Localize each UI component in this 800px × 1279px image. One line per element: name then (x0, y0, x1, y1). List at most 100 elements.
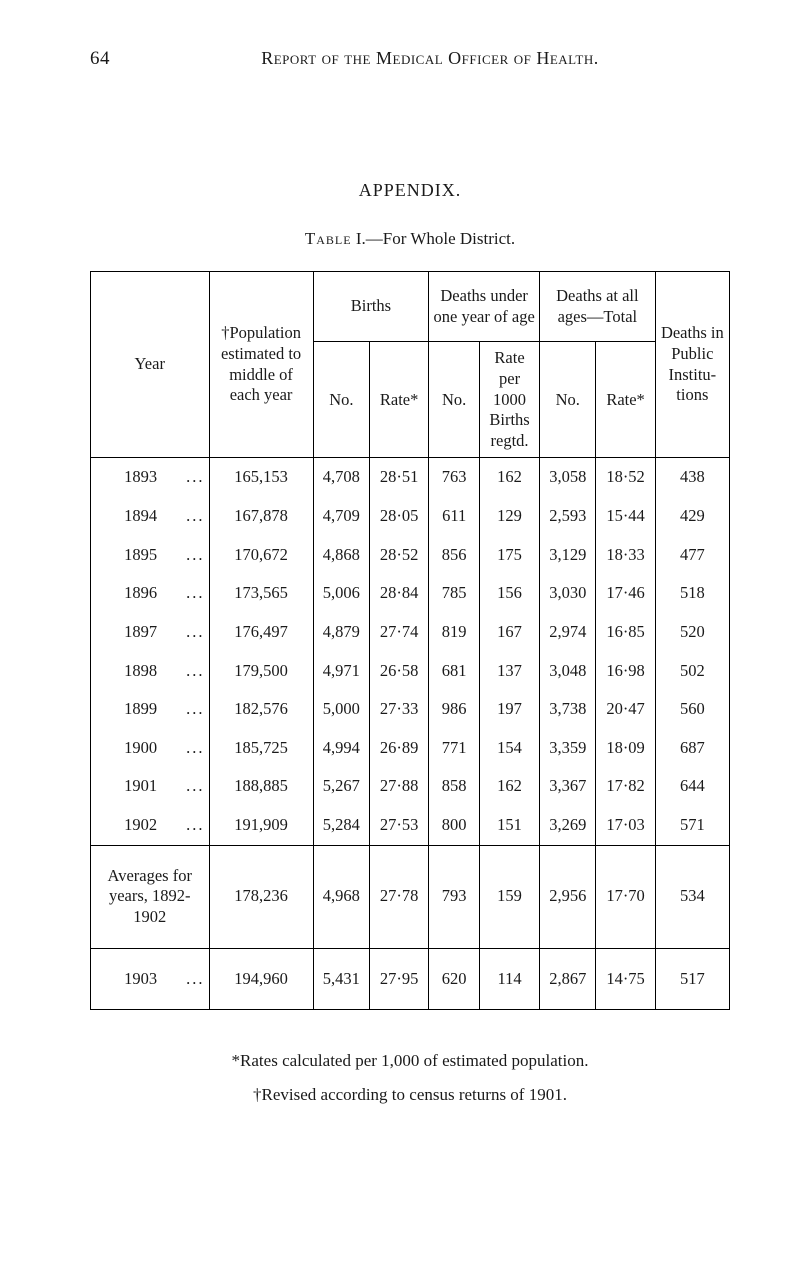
avg-b-no: 4,968 (313, 845, 369, 948)
du-no-cell: 611 (429, 497, 480, 536)
births-rate-cell: 27·53 (370, 806, 429, 845)
pop-cell: 179,500 (209, 652, 313, 691)
avg-du-rate: 159 (480, 845, 540, 948)
da-no-cell: 2,974 (540, 613, 596, 652)
births-no-cell: 4,868 (313, 536, 369, 575)
r1903-da-no: 2,867 (540, 948, 596, 1010)
du-no-cell: 800 (429, 806, 480, 845)
table-row: 1902...191,9095,28427·538001513,26917·03… (91, 806, 730, 845)
year-cell: 1902... (91, 806, 210, 845)
table-row: 1898...179,5004,97126·586811373,04816·98… (91, 652, 730, 691)
du-rate-cell: 129 (480, 497, 540, 536)
du-rate-cell: 162 (480, 767, 540, 806)
r1903-da-rate: 14·75 (596, 948, 655, 1010)
du-no-cell: 785 (429, 574, 480, 613)
averages-row: Averages for years, 1892-1902 178,236 4,… (91, 845, 730, 948)
births-no-cell: 5,006 (313, 574, 369, 613)
hdr-births-rate: Rate* (370, 342, 429, 458)
inst-cell: 520 (655, 613, 729, 652)
births-no-cell: 4,971 (313, 652, 369, 691)
inst-cell: 477 (655, 536, 729, 575)
da-rate-cell: 16·98 (596, 652, 655, 691)
pop-cell: 170,672 (209, 536, 313, 575)
year-cell: 1894... (91, 497, 210, 536)
births-rate-cell: 28·84 (370, 574, 429, 613)
table-row: 1897...176,4974,87927·748191672,97416·85… (91, 613, 730, 652)
year-cell: 1897... (91, 613, 210, 652)
hdr-deaths-inst: Deaths in Public Institu­tions (655, 272, 729, 458)
table-row: 1900...185,7254,99426·897711543,35918·09… (91, 729, 730, 768)
inst-cell: 571 (655, 806, 729, 845)
hdr-population: †Population estimated to middle of each … (209, 272, 313, 458)
da-rate-cell: 15·44 (596, 497, 655, 536)
births-rate-cell: 28·05 (370, 497, 429, 536)
births-no-cell: 4,994 (313, 729, 369, 768)
footnotes: *Rates calculated per 1,000 of estimated… (90, 1044, 730, 1112)
r1903-pop: 194,960 (209, 948, 313, 1010)
hdr-da-no: No. (540, 342, 596, 458)
dots-icon: ... (186, 545, 204, 566)
births-no-cell: 4,708 (313, 458, 369, 497)
year-cell: 1895... (91, 536, 210, 575)
dots-icon: ... (186, 738, 204, 759)
pop-cell: 176,497 (209, 613, 313, 652)
dots-icon: ... (186, 776, 204, 797)
da-rate-cell: 16·85 (596, 613, 655, 652)
dots-icon: ... (186, 699, 204, 720)
table-title-sc: Table (305, 229, 352, 248)
table-row: 1895...170,6724,86828·528561753,12918·33… (91, 536, 730, 575)
inst-cell: 502 (655, 652, 729, 691)
da-rate-cell: 18·33 (596, 536, 655, 575)
year-value: 1894 (124, 506, 157, 525)
du-no-cell: 763 (429, 458, 480, 497)
year-value: 1901 (124, 776, 157, 795)
births-rate-cell: 27·74 (370, 613, 429, 652)
pop-cell: 165,153 (209, 458, 313, 497)
table-row: 1901...188,8855,26727·888581623,36717·82… (91, 767, 730, 806)
footnote-star: *Rates calculated per 1,000 of estimated… (90, 1044, 730, 1078)
year-cell: 1893... (91, 458, 210, 497)
hdr-year: Year (91, 272, 210, 458)
year-value: 1900 (124, 738, 157, 757)
avg-b-rate: 27·78 (370, 845, 429, 948)
da-no-cell: 3,738 (540, 690, 596, 729)
year-cell: 1900... (91, 729, 210, 768)
pop-cell: 185,725 (209, 729, 313, 768)
births-rate-cell: 26·58 (370, 652, 429, 691)
du-rate-cell: 156 (480, 574, 540, 613)
avg-du-no: 793 (429, 845, 480, 948)
year-cell: 1898... (91, 652, 210, 691)
inst-cell: 644 (655, 767, 729, 806)
du-rate-cell: 197 (480, 690, 540, 729)
da-no-cell: 3,129 (540, 536, 596, 575)
hdr-deaths-all: Deaths at all ages—Total (540, 272, 656, 342)
da-no-cell: 3,048 (540, 652, 596, 691)
dots-icon: ... (186, 815, 204, 836)
table-row: 1896...173,5655,00628·847851563,03017·46… (91, 574, 730, 613)
births-no-cell: 5,284 (313, 806, 369, 845)
da-no-cell: 2,593 (540, 497, 596, 536)
du-no-cell: 986 (429, 690, 480, 729)
r1903-du-rate: 114 (480, 948, 540, 1010)
births-rate-cell: 28·52 (370, 536, 429, 575)
page-number: 64 (90, 48, 130, 70)
births-no-cell: 4,709 (313, 497, 369, 536)
da-rate-cell: 17·82 (596, 767, 655, 806)
dots-icon: ... (186, 622, 204, 643)
du-no-cell: 681 (429, 652, 480, 691)
du-rate-cell: 167 (480, 613, 540, 652)
da-no-cell: 3,359 (540, 729, 596, 768)
row-1903-body: 1903 ... 194,960 5,431 27·95 620 114 2,8… (91, 948, 730, 1010)
year-value: 1899 (124, 699, 157, 718)
hdr-births: Births (313, 272, 429, 342)
births-rate-cell: 26·89 (370, 729, 429, 768)
inst-cell: 687 (655, 729, 729, 768)
table-row: 1893...165,1534,70828·517631623,05818·52… (91, 458, 730, 497)
row-1903: 1903 ... 194,960 5,431 27·95 620 114 2,8… (91, 948, 730, 1010)
hdr-da-rate: Rate* (596, 342, 655, 458)
births-no-cell: 5,000 (313, 690, 369, 729)
year-cell: 1896... (91, 574, 210, 613)
r1903-b-rate: 27·95 (370, 948, 429, 1010)
da-no-cell: 3,269 (540, 806, 596, 845)
year-1903-label: 1903 ... (91, 948, 210, 1010)
